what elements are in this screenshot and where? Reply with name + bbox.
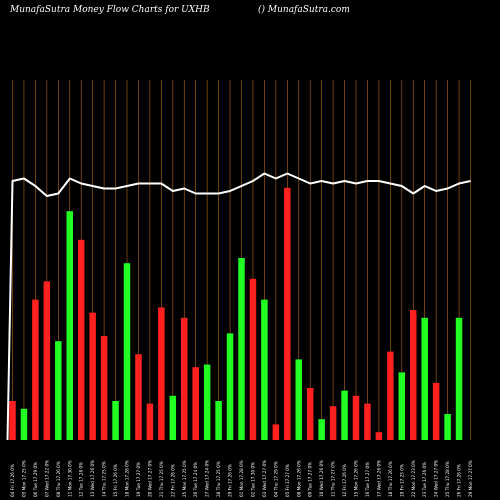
bar — [341, 390, 348, 440]
bar — [89, 312, 96, 440]
tick-label: 05 Mon 17.25 0% — [21, 460, 26, 497]
bar — [112, 401, 119, 440]
bar — [66, 211, 73, 440]
tick-label: 08 Mon 17.26 0% — [296, 460, 301, 497]
tick-label: 01 Mon 17.28 0% — [239, 460, 244, 497]
bar — [455, 317, 463, 440]
bar — [55, 341, 62, 440]
bar — [329, 406, 337, 440]
tick-label: 25 Mon 17.25 0% — [182, 460, 187, 497]
bar — [100, 336, 108, 440]
tick-label: 04 Fri 17.26 0% — [10, 464, 15, 497]
tick-label: 16 Tue 17.27 0% — [365, 462, 370, 497]
bar — [284, 187, 291, 440]
tick-label: 23 Tue 17.26 0% — [422, 462, 427, 497]
bar — [135, 354, 142, 440]
tick-label: 08 Thu 17.26 0% — [56, 461, 61, 497]
tick-label: 29 Fri 17.26 0% — [228, 464, 233, 497]
tick-label: 02 Tue 17.30 0% — [250, 462, 255, 497]
bar — [146, 403, 154, 440]
tick-label: 22 Mon 17.23 0% — [411, 460, 416, 497]
tick-label: 11 Thu 17.27 0% — [331, 461, 336, 497]
bar — [238, 258, 245, 440]
tick-label: 15 Fri 17.26 0% — [113, 464, 118, 497]
bar — [192, 367, 199, 440]
tick-label: 27 Wed 17.24 0% — [205, 460, 210, 497]
tick-label: 05 Fri 17.27 0% — [285, 464, 290, 497]
series-line — [6, 172, 471, 441]
bar — [123, 263, 131, 440]
bars — [9, 187, 463, 440]
tick-label: 29 Mon 17.27 0% — [468, 460, 473, 497]
bar — [215, 401, 222, 440]
bar — [20, 408, 28, 440]
bar — [387, 351, 394, 440]
bar — [203, 364, 211, 440]
bar — [398, 372, 406, 440]
tick-label: 10 Wed 17.26 0% — [319, 460, 324, 497]
tick-label: 25 Thu 17.28 0% — [445, 461, 450, 497]
tick-label: 06 Tue 17.29 0% — [33, 462, 38, 497]
tick-label: 18 Thu 17.26 0% — [388, 461, 393, 497]
bar — [169, 395, 177, 440]
x-axis-ticks: 04 Fri 17.26 0% 05 Mon 17.25 0% 06 Tue 17.… — [10, 460, 473, 497]
tick-label: 24 Wed 17.27 0% — [434, 460, 439, 497]
tick-label: 21 Thu 17.25 0% — [159, 461, 164, 497]
bar — [421, 317, 428, 440]
bar — [318, 419, 325, 440]
tick-label: 18 Mon 17.28 0% — [125, 460, 130, 497]
tick-label: 15 Mon 17.26 0% — [354, 460, 359, 497]
bar — [306, 388, 314, 440]
bar — [432, 382, 440, 440]
bar — [295, 359, 302, 440]
bar — [158, 307, 165, 440]
bar — [444, 414, 451, 440]
bar — [364, 403, 371, 440]
tick-label: 26 Tue 17.24 0% — [193, 462, 198, 497]
tick-label: 20 Wed 17.27 0% — [147, 460, 152, 497]
bar — [249, 278, 257, 440]
tick-label: 19 Fri 17.25 0% — [399, 464, 404, 497]
bar — [410, 310, 417, 440]
tick-label: 09 Tue 17.27 0% — [308, 462, 313, 497]
bar — [43, 281, 51, 440]
tick-label: 28 Thu 17.25 0% — [216, 461, 221, 497]
tick-label: 11 Mon 17.30 0% — [67, 460, 72, 497]
bar — [77, 239, 85, 440]
flow-line — [6, 172, 471, 441]
tick-label: 26 Fri 17.26 0% — [457, 464, 462, 497]
tick-label: 22 Fri 17.26 0% — [170, 464, 175, 497]
tick-label: 12 Tue 17.28 0% — [79, 462, 84, 497]
tick-label: 14 Thu 17.25 0% — [102, 461, 107, 497]
bar — [226, 333, 234, 440]
bar — [181, 317, 188, 440]
tick-label: 07 Wed 17.22 0% — [44, 460, 49, 497]
bar — [9, 401, 16, 440]
bar — [352, 395, 360, 440]
tick-label: 04 Thu 17.29 0% — [273, 461, 278, 497]
bar — [32, 299, 39, 440]
bar — [272, 424, 280, 440]
tick-label: 12 Fri 17.26 0% — [342, 464, 347, 497]
tick-label: 13 Wed 17.26 0% — [90, 460, 95, 497]
tick-label: 03 Wed 17.27 0% — [262, 460, 267, 497]
tick-label: 17 Wed 17.26 0% — [376, 460, 381, 497]
bar — [375, 432, 383, 440]
tick-label: 19 Tue 17.27 0% — [136, 462, 141, 497]
site-credit: () MunafaSutra.com — [258, 4, 350, 15]
chart-title: MunafaSutra Money Flow Charts for UXHB — [9, 5, 210, 15]
bar — [261, 299, 268, 440]
